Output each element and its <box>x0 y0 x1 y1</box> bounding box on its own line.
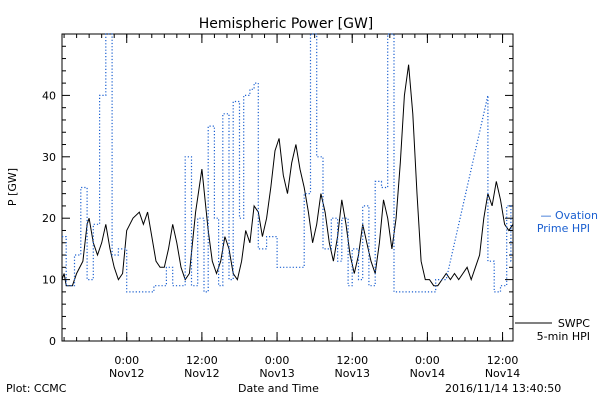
x-tick-label-date: Nov12 <box>184 367 219 380</box>
legend-swpc: SWPC 5-min HPI <box>515 317 590 343</box>
x-tick-label-time: 0:00 <box>415 354 440 367</box>
y-tick-label: 10 <box>42 274 56 287</box>
x-tick-label-date: Nov13 <box>259 367 294 380</box>
x-tick-label-date: Nov14 <box>410 367 445 380</box>
x-axis-label: Date and Time <box>238 382 319 395</box>
y-tick-label: 0 <box>49 335 56 348</box>
x-axis-ticks: 0:00Nov1212:00Nov120:00Nov1312:00Nov130:… <box>63 34 520 380</box>
legend-ovation-line2: Prime HPI <box>537 222 590 235</box>
legend-ovation-line1: — Ovation <box>541 209 599 222</box>
legend-swpc-line1: SWPC <box>558 317 590 330</box>
y-axis-ticks: 0 10 20 30 40 <box>42 45 513 348</box>
y-tick-label: 40 <box>42 89 56 102</box>
series-swpc-line <box>61 64 514 287</box>
y-tick-label: 30 <box>42 151 56 164</box>
legend-swpc-line2: 5-min HPI <box>537 330 590 343</box>
x-tick-label-time: 0:00 <box>114 354 139 367</box>
plot-credit: Plot: CCMC <box>6 382 67 395</box>
legend-ovation: — Ovation Prime HPI <box>537 209 598 235</box>
series-lines <box>61 33 514 293</box>
y-axis-label: P [GW] <box>6 168 19 206</box>
chart-title: Hemispheric Power [GW] <box>199 16 374 32</box>
x-tick-label-time: 12:00 <box>336 354 368 367</box>
y-tick-label: 20 <box>42 212 56 225</box>
x-tick-label-date: Nov12 <box>109 367 144 380</box>
plot-timestamp: 2016/11/14 13:40:50 <box>445 382 562 395</box>
plot-frame <box>61 33 514 342</box>
x-tick-label-time: 12:00 <box>487 354 519 367</box>
x-tick-label-date: Nov14 <box>485 367 520 380</box>
x-tick-label-time: 0:00 <box>265 354 290 367</box>
x-tick-label-time: 12:00 <box>186 354 218 367</box>
x-tick-label-date: Nov13 <box>334 367 369 380</box>
series-ovation-line <box>62 33 513 293</box>
